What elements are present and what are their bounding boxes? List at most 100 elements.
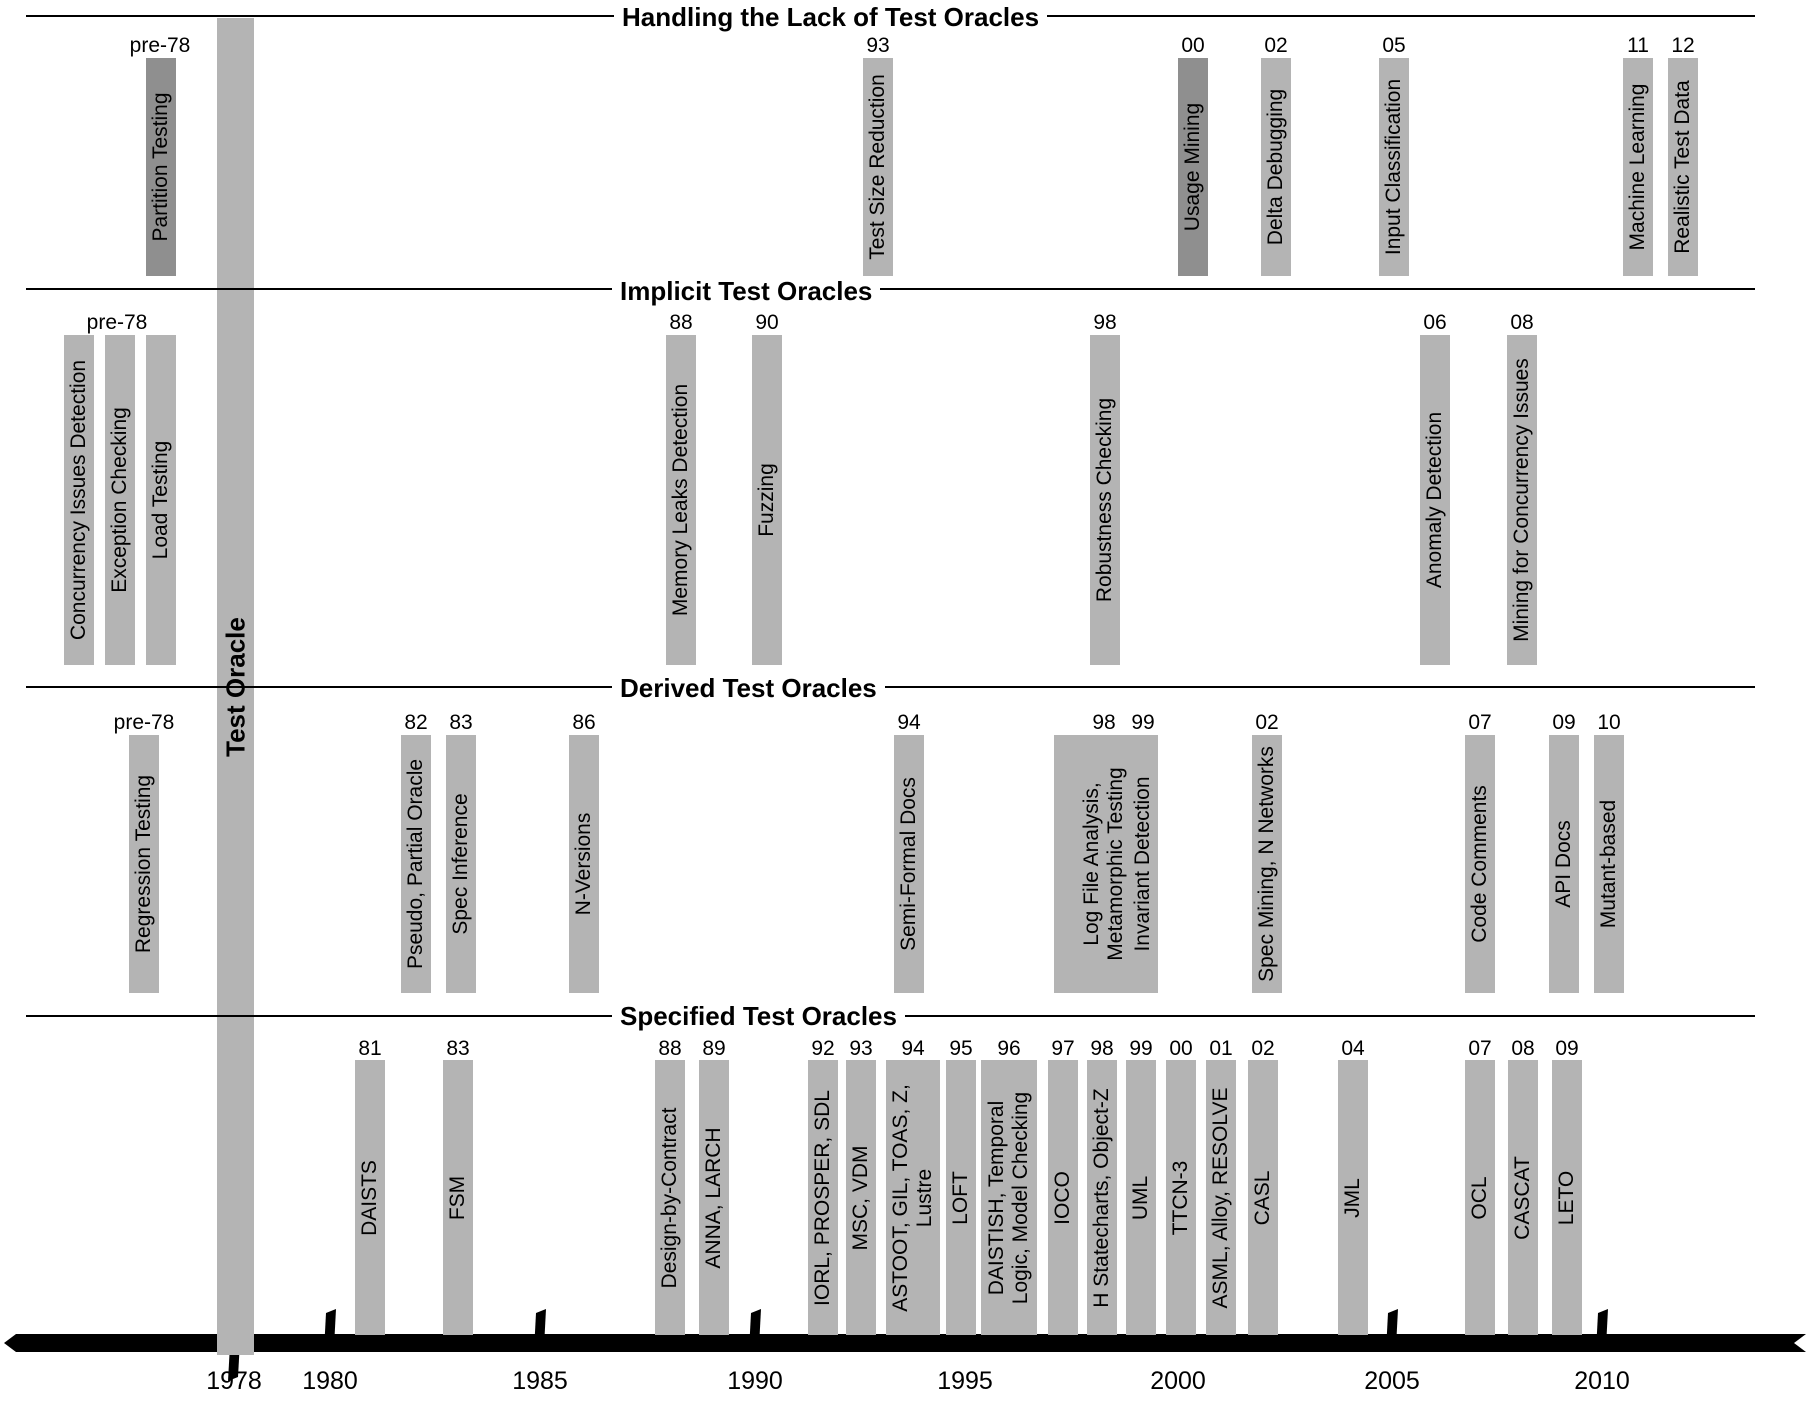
technique-label: DAISTISH, Temporal Logic, Model Checking bbox=[985, 1091, 1032, 1304]
technique-bar: Memory Leaks Detection bbox=[666, 335, 696, 665]
technique-label: Design-by-Contract bbox=[658, 1107, 681, 1288]
technique-label: IOCO bbox=[1051, 1170, 1074, 1225]
technique-label: Regression Testing bbox=[132, 774, 155, 954]
technique-year-label: 90 bbox=[755, 311, 779, 334]
technique-label: LETO bbox=[1555, 1170, 1578, 1225]
technique-label: Invariant Detection bbox=[1131, 776, 1154, 952]
technique-bar: Mining for Concurrency Issues bbox=[1507, 335, 1537, 665]
technique-bar: FSM bbox=[443, 1060, 473, 1335]
technique-year-label: 98 bbox=[1093, 311, 1117, 334]
axis-tick bbox=[1386, 1309, 1398, 1351]
technique-year-label: 93 bbox=[866, 34, 890, 57]
technique-label: N-Versions bbox=[572, 812, 595, 916]
technique-year-label: 09 bbox=[1555, 1037, 1579, 1060]
technique-label: DAISTS bbox=[358, 1159, 381, 1236]
technique-label: ASTOOT, GIL, TOAS, Z, Lustre bbox=[889, 1083, 936, 1312]
technique-bar: CASL bbox=[1248, 1060, 1278, 1335]
technique-label: Load Testing bbox=[149, 440, 172, 560]
technique-label: H Statecharts, Object-Z bbox=[1090, 1087, 1113, 1308]
technique-year-label: 06 bbox=[1423, 311, 1447, 334]
technique-year-label: 94 bbox=[901, 1037, 925, 1060]
axis-tick-label: 2010 bbox=[1574, 1367, 1630, 1395]
section-title: Handling the Lack of Test Oracles bbox=[614, 2, 1048, 32]
technique-bar: Machine Learning bbox=[1623, 58, 1653, 276]
technique-label: Mining for Concurrency Issues bbox=[1510, 358, 1533, 642]
technique-bar: MSC, VDM bbox=[846, 1060, 876, 1335]
technique-bar: Delta Debugging bbox=[1261, 58, 1291, 276]
technique-year-label: 88 bbox=[658, 1037, 682, 1060]
technique-year-label: 86 bbox=[572, 711, 596, 734]
technique-year-label: 00 bbox=[1169, 1037, 1193, 1060]
technique-label: Concurrency Issues Detection bbox=[67, 359, 90, 641]
technique-year-label: pre-78 bbox=[113, 711, 175, 734]
technique-label: IORL, PROSPER, SDL bbox=[811, 1089, 834, 1306]
axis-tick bbox=[1596, 1309, 1608, 1351]
section-divider-line bbox=[26, 686, 1755, 688]
technique-bar: IORL, PROSPER, SDL bbox=[808, 1060, 838, 1335]
technique-year-label: 83 bbox=[446, 1037, 470, 1060]
axis-tick-label: 1995 bbox=[937, 1367, 993, 1395]
axis-tick-label: 1990 bbox=[727, 1367, 783, 1395]
technique-label: Anomaly Detection bbox=[1423, 411, 1446, 589]
technique-bar: TTCN-3 bbox=[1166, 1060, 1196, 1335]
technique-year-label: 96 bbox=[997, 1037, 1021, 1060]
technique-bar: Invariant Detection bbox=[1128, 735, 1158, 993]
section-divider-line bbox=[26, 288, 1755, 290]
axis-tick-label: 2000 bbox=[1150, 1367, 1206, 1395]
technique-bar: Pseudo, Partial Oracle bbox=[401, 735, 431, 993]
technique-bar: Test Size Reduction bbox=[863, 58, 893, 276]
technique-label: Realistic Test Data bbox=[1671, 80, 1694, 254]
technique-year-label: 82 bbox=[404, 711, 428, 734]
technique-label: Spec Inference bbox=[449, 793, 472, 935]
technique-bar: DAISTS bbox=[355, 1060, 385, 1335]
technique-label: LOFT bbox=[949, 1170, 972, 1225]
technique-bar: H Statecharts, Object-Z bbox=[1087, 1060, 1117, 1335]
technique-label: Code Comments bbox=[1468, 785, 1491, 943]
technique-year-label: 02 bbox=[1251, 1037, 1275, 1060]
technique-bar: Regression Testing bbox=[129, 735, 159, 993]
technique-bar: Semi-Formal Docs bbox=[894, 735, 924, 993]
technique-year-label: 01 bbox=[1209, 1037, 1233, 1060]
technique-year-label: 83 bbox=[449, 711, 473, 734]
technique-year-label: 93 bbox=[849, 1037, 873, 1060]
technique-bar: Partition Testing bbox=[146, 58, 176, 276]
technique-bar: Design-by-Contract bbox=[655, 1060, 685, 1335]
technique-label: MSC, VDM bbox=[849, 1145, 872, 1250]
technique-bar: Fuzzing bbox=[752, 335, 782, 665]
technique-label: API Docs bbox=[1552, 820, 1575, 908]
technique-year-label: 07 bbox=[1468, 711, 1492, 734]
axis-tick-label: 1985 bbox=[512, 1367, 568, 1395]
technique-year-label: 08 bbox=[1511, 1037, 1535, 1060]
technique-year-label: 97 bbox=[1051, 1037, 1075, 1060]
technique-year-label: 11 bbox=[1627, 34, 1649, 57]
technique-bar: ANNA, LARCH bbox=[699, 1060, 729, 1335]
technique-label: OCL bbox=[1468, 1175, 1491, 1220]
technique-year-label: 12 bbox=[1671, 34, 1695, 57]
technique-year-label: 02 bbox=[1264, 34, 1288, 57]
technique-label: Spec Mining, N Networks bbox=[1255, 746, 1278, 982]
technique-year-label: 10 bbox=[1597, 711, 1621, 734]
technique-bar: Input Classification bbox=[1379, 58, 1409, 276]
technique-bar: Robustness Checking bbox=[1090, 335, 1120, 665]
section-title: Implicit Test Oracles bbox=[612, 276, 881, 306]
technique-year-label: 09 bbox=[1552, 711, 1576, 734]
technique-bar: Load Testing bbox=[146, 335, 176, 665]
technique-label: Semi-Formal Docs bbox=[897, 777, 920, 951]
technique-label: CASCAT bbox=[1511, 1155, 1534, 1240]
axis-tick bbox=[324, 1309, 336, 1351]
technique-year-label: 08 bbox=[1510, 311, 1534, 334]
technique-year-label: 00 bbox=[1181, 34, 1205, 57]
technique-label: FSM bbox=[446, 1175, 469, 1220]
technique-bar: LOFT bbox=[946, 1060, 976, 1335]
technique-year-label: 81 bbox=[358, 1037, 382, 1060]
technique-bar: IOCO bbox=[1048, 1060, 1078, 1335]
technique-bar: LETO bbox=[1552, 1060, 1582, 1335]
technique-label: Usage Mining bbox=[1181, 102, 1204, 232]
technique-label: CASL bbox=[1251, 1170, 1274, 1225]
axis-tick-label: 1978 bbox=[206, 1367, 262, 1395]
technique-label: Mutant-based bbox=[1597, 799, 1620, 929]
technique-label: Machine Learning bbox=[1626, 83, 1649, 251]
technique-year-label: 99 bbox=[1131, 711, 1155, 734]
technique-bar: JML bbox=[1338, 1060, 1368, 1335]
